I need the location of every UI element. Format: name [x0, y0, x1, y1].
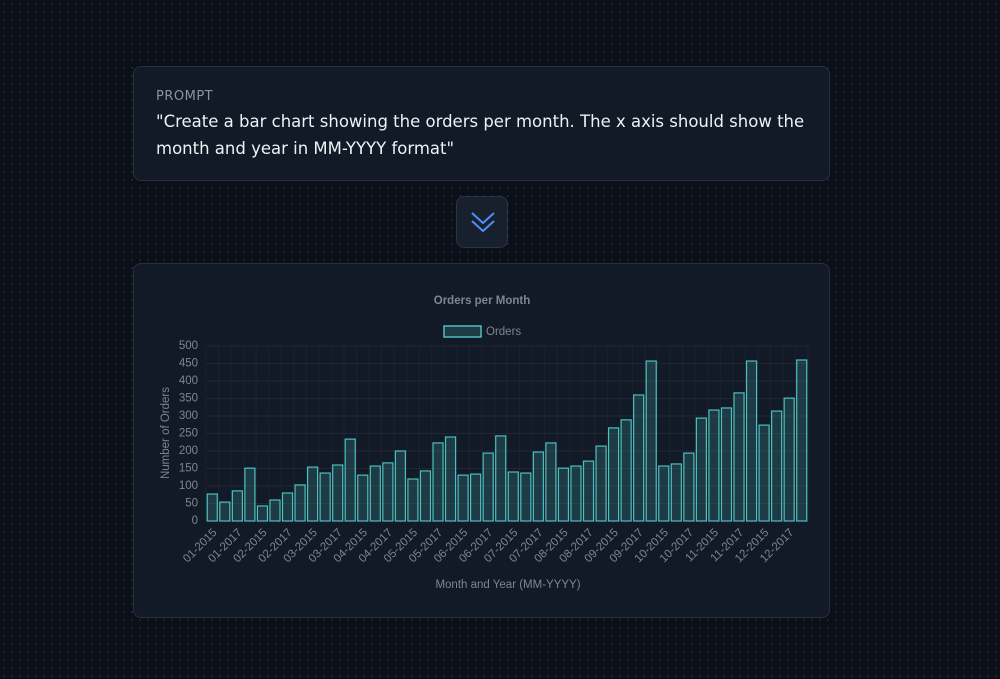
bar	[607, 427, 620, 522]
x-axis-label: Month and Year (MM-YYYY)	[435, 579, 580, 591]
chart-title: Orders per Month	[434, 295, 530, 307]
bar	[658, 465, 670, 522]
bar	[231, 490, 243, 522]
bar	[269, 499, 281, 522]
bar	[394, 450, 407, 522]
prompt-card: PROMPT "Create a bar chart showing the o…	[133, 66, 830, 181]
bar	[796, 359, 808, 522]
bar	[695, 417, 708, 522]
bar	[733, 392, 745, 522]
y-tick-label: 100	[179, 480, 198, 492]
bar	[482, 452, 494, 522]
bar	[582, 460, 595, 522]
bar	[758, 424, 770, 522]
y-tick-label: 300	[179, 410, 198, 422]
bar	[683, 452, 695, 522]
y-tick-label: 400	[179, 375, 198, 387]
y-tick-label: 150	[179, 463, 198, 475]
y-tick-label: 350	[179, 393, 198, 405]
bar	[407, 478, 419, 522]
bar	[545, 442, 557, 522]
y-axis-label: Number of Orders	[160, 387, 172, 479]
bar	[745, 360, 758, 522]
y-tick-label: 200	[179, 445, 198, 457]
bar	[281, 492, 294, 522]
bar	[294, 484, 306, 522]
bar	[332, 464, 344, 522]
bar	[783, 397, 795, 522]
bar	[219, 501, 231, 522]
legend-swatch	[443, 325, 482, 338]
bar	[306, 466, 319, 522]
bar	[670, 463, 682, 522]
bar	[344, 438, 356, 522]
bar	[244, 467, 256, 522]
legend-label: Orders	[486, 326, 521, 338]
bar	[256, 505, 269, 522]
bar	[520, 472, 532, 522]
bar	[419, 470, 432, 522]
bar	[369, 465, 381, 522]
y-tick-label: 250	[179, 428, 198, 440]
bar	[708, 409, 720, 522]
y-tick-label: 50	[185, 498, 198, 510]
bar	[633, 394, 645, 522]
bar	[620, 419, 632, 522]
bar	[319, 472, 331, 522]
bar	[507, 471, 519, 522]
y-tick-label: 500	[179, 340, 198, 352]
bar	[357, 474, 369, 522]
y-tick-label: 450	[179, 358, 198, 370]
bar	[532, 451, 544, 522]
chart-card	[133, 263, 830, 618]
bar	[595, 445, 607, 522]
bar	[557, 467, 570, 522]
bar	[444, 436, 457, 522]
bar	[570, 465, 582, 522]
bar	[382, 462, 394, 522]
expand-button[interactable]	[456, 196, 508, 248]
bar	[457, 474, 469, 522]
bar	[206, 493, 218, 522]
bar	[470, 473, 482, 522]
bar	[432, 442, 444, 522]
prompt-label: PROMPT	[156, 89, 214, 104]
prompt-text: "Create a bar chart showing the orders p…	[156, 112, 805, 158]
bar	[495, 435, 507, 522]
chevron-icon	[471, 212, 495, 233]
bar	[720, 407, 733, 522]
y-tick-label: 0	[192, 515, 198, 527]
bar	[771, 410, 783, 522]
bar	[645, 360, 657, 522]
